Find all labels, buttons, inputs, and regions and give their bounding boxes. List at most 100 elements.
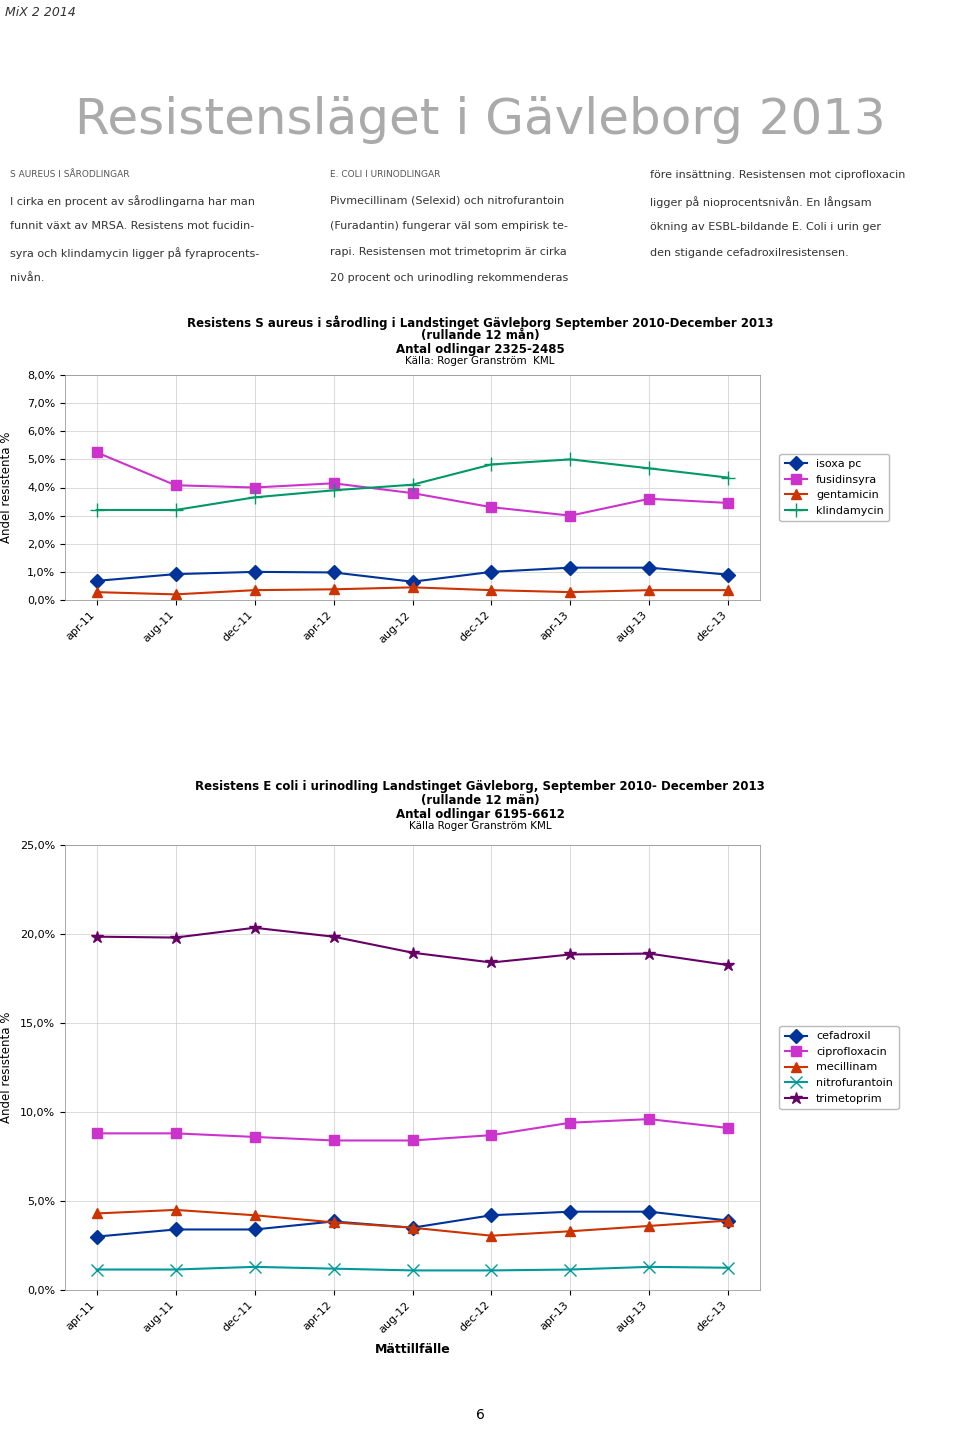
trimetoprim <box>643 945 655 962</box>
Text: Antal odlingar 6195-6612: Antal odlingar 6195-6612 <box>396 808 564 821</box>
isoxa pc <box>486 563 497 580</box>
mecillinam <box>170 1201 181 1218</box>
Line: mecillinam: mecillinam <box>92 1205 733 1241</box>
Text: Resistensläget i Gävleborg 2013: Resistensläget i Gävleborg 2013 <box>75 96 885 144</box>
gentamicin <box>327 580 339 598</box>
klindamycin <box>723 469 734 487</box>
Y-axis label: Andel resistenta %: Andel resistenta % <box>0 1012 12 1123</box>
ciprofloxacin <box>486 1126 497 1143</box>
mecillinam <box>564 1223 576 1240</box>
nitrofurantoin <box>564 1261 576 1279</box>
fusidinsyra <box>91 444 103 461</box>
cefadroxil <box>91 1228 103 1246</box>
ciprofloxacin <box>723 1119 734 1136</box>
isoxa pc <box>91 572 103 589</box>
isoxa pc <box>643 559 655 576</box>
ciprofloxacin <box>407 1132 419 1149</box>
cefadroxil <box>407 1220 419 1237</box>
Text: (rullande 12 män): (rullande 12 män) <box>420 793 540 806</box>
Y-axis label: Andel resistenta %: Andel resistenta % <box>0 432 12 543</box>
Text: syra och klindamycin ligger på fyraprocents-: syra och klindamycin ligger på fyraproce… <box>10 248 259 259</box>
mecillinam <box>91 1205 103 1223</box>
Text: ökning av ESBL-bildande E. Coli i urin ger: ökning av ESBL-bildande E. Coli i urin g… <box>650 222 881 232</box>
gentamicin <box>643 582 655 599</box>
trimetoprim <box>564 946 576 963</box>
nitrofurantoin <box>643 1259 655 1276</box>
mecillinam <box>327 1214 339 1231</box>
Text: Resistens E coli i urinodling Landstinget Gävleborg, September 2010- December 20: Resistens E coli i urinodling Landstinge… <box>195 780 765 793</box>
trimetoprim <box>723 956 734 973</box>
gentamicin <box>486 582 497 599</box>
Text: E. COLI I URINODLINGAR: E. COLI I URINODLINGAR <box>330 170 441 179</box>
Text: Källa: Roger Granström  KML: Källa: Roger Granström KML <box>405 356 555 366</box>
nitrofurantoin <box>486 1261 497 1279</box>
gentamicin <box>564 583 576 600</box>
mecillinam <box>407 1220 419 1237</box>
gentamicin <box>723 582 734 599</box>
mecillinam <box>486 1227 497 1244</box>
Text: Resistens S aureus i sårodling i Landstinget Gävleborg September 2010-December 2: Resistens S aureus i sårodling i Landsti… <box>187 315 773 330</box>
isoxa pc <box>564 559 576 576</box>
Line: gentamicin: gentamicin <box>92 583 733 599</box>
trimetoprim <box>486 953 497 971</box>
Text: 20 procent och urinodling rekommenderas: 20 procent och urinodling rekommenderas <box>330 274 568 282</box>
fusidinsyra <box>486 498 497 516</box>
cefadroxil <box>486 1207 497 1224</box>
trimetoprim <box>407 945 419 962</box>
fusidinsyra <box>564 507 576 524</box>
Line: trimetoprim: trimetoprim <box>90 922 734 972</box>
trimetoprim <box>327 927 339 945</box>
nitrofurantoin <box>170 1261 181 1279</box>
Line: cefadroxil: cefadroxil <box>92 1207 733 1241</box>
klindamycin <box>643 459 655 477</box>
nitrofurantoin <box>407 1261 419 1279</box>
ciprofloxacin <box>170 1125 181 1142</box>
mecillinam <box>723 1212 734 1230</box>
fusidinsyra <box>249 480 260 497</box>
X-axis label: Mättillfälle: Mättillfälle <box>374 1344 450 1356</box>
gentamicin <box>91 583 103 600</box>
mecillinam <box>643 1217 655 1234</box>
cefadroxil <box>564 1202 576 1220</box>
Text: rapi. Resistensen mot trimetoprim är cirka: rapi. Resistensen mot trimetoprim är cir… <box>330 248 566 256</box>
cefadroxil <box>723 1212 734 1230</box>
Text: nivån.: nivån. <box>10 274 44 282</box>
klindamycin <box>91 501 103 518</box>
trimetoprim <box>249 919 260 936</box>
Legend: cefadroxil, ciprofloxacin, mecillinam, nitrofurantoin, trimetoprim: cefadroxil, ciprofloxacin, mecillinam, n… <box>780 1025 899 1109</box>
Text: före insättning. Resistensen mot ciprofloxacin: före insättning. Resistensen mot ciprofl… <box>650 170 905 180</box>
Text: Antibiotikaresistens: Antibiotikaresistens <box>17 37 222 56</box>
Text: 6: 6 <box>475 1408 485 1423</box>
fusidinsyra <box>643 490 655 507</box>
nitrofurantoin <box>249 1259 260 1276</box>
klindamycin <box>327 481 339 498</box>
isoxa pc <box>170 566 181 583</box>
trimetoprim <box>91 927 103 945</box>
trimetoprim <box>170 929 181 946</box>
cefadroxil <box>170 1221 181 1238</box>
nitrofurantoin <box>327 1260 339 1277</box>
Text: Antal odlingar 2325-2485: Antal odlingar 2325-2485 <box>396 343 564 356</box>
Text: funnit växt av MRSA. Resistens mot fucidin-: funnit växt av MRSA. Resistens mot fucid… <box>10 222 254 230</box>
Text: S AUREUS I SÅRODLINGAR: S AUREUS I SÅRODLINGAR <box>10 170 130 179</box>
Text: (Furadantin) fungerar väl som empirisk te-: (Furadantin) fungerar väl som empirisk t… <box>330 222 568 230</box>
Text: Källa Roger Granström KML: Källa Roger Granström KML <box>409 821 551 831</box>
ciprofloxacin <box>643 1110 655 1128</box>
klindamycin <box>564 451 576 468</box>
isoxa pc <box>249 563 260 580</box>
nitrofurantoin <box>723 1259 734 1276</box>
isoxa pc <box>723 566 734 583</box>
Legend: isoxa pc, fusidinsyra, gentamicin, klindamycin: isoxa pc, fusidinsyra, gentamicin, klind… <box>780 454 889 521</box>
ciprofloxacin <box>327 1132 339 1149</box>
klindamycin <box>249 488 260 505</box>
klindamycin <box>486 456 497 474</box>
Text: (rullande 12 mån): (rullande 12 mån) <box>420 328 540 341</box>
Line: fusidinsyra: fusidinsyra <box>92 448 733 520</box>
fusidinsyra <box>327 475 339 492</box>
fusidinsyra <box>723 494 734 511</box>
klindamycin <box>407 477 419 494</box>
Text: den stigande cefadroxilresistensen.: den stigande cefadroxilresistensen. <box>650 248 849 258</box>
gentamicin <box>170 586 181 603</box>
Text: I cirka en procent av sårodlingarna har man: I cirka en procent av sårodlingarna har … <box>10 196 255 207</box>
cefadroxil <box>327 1212 339 1230</box>
